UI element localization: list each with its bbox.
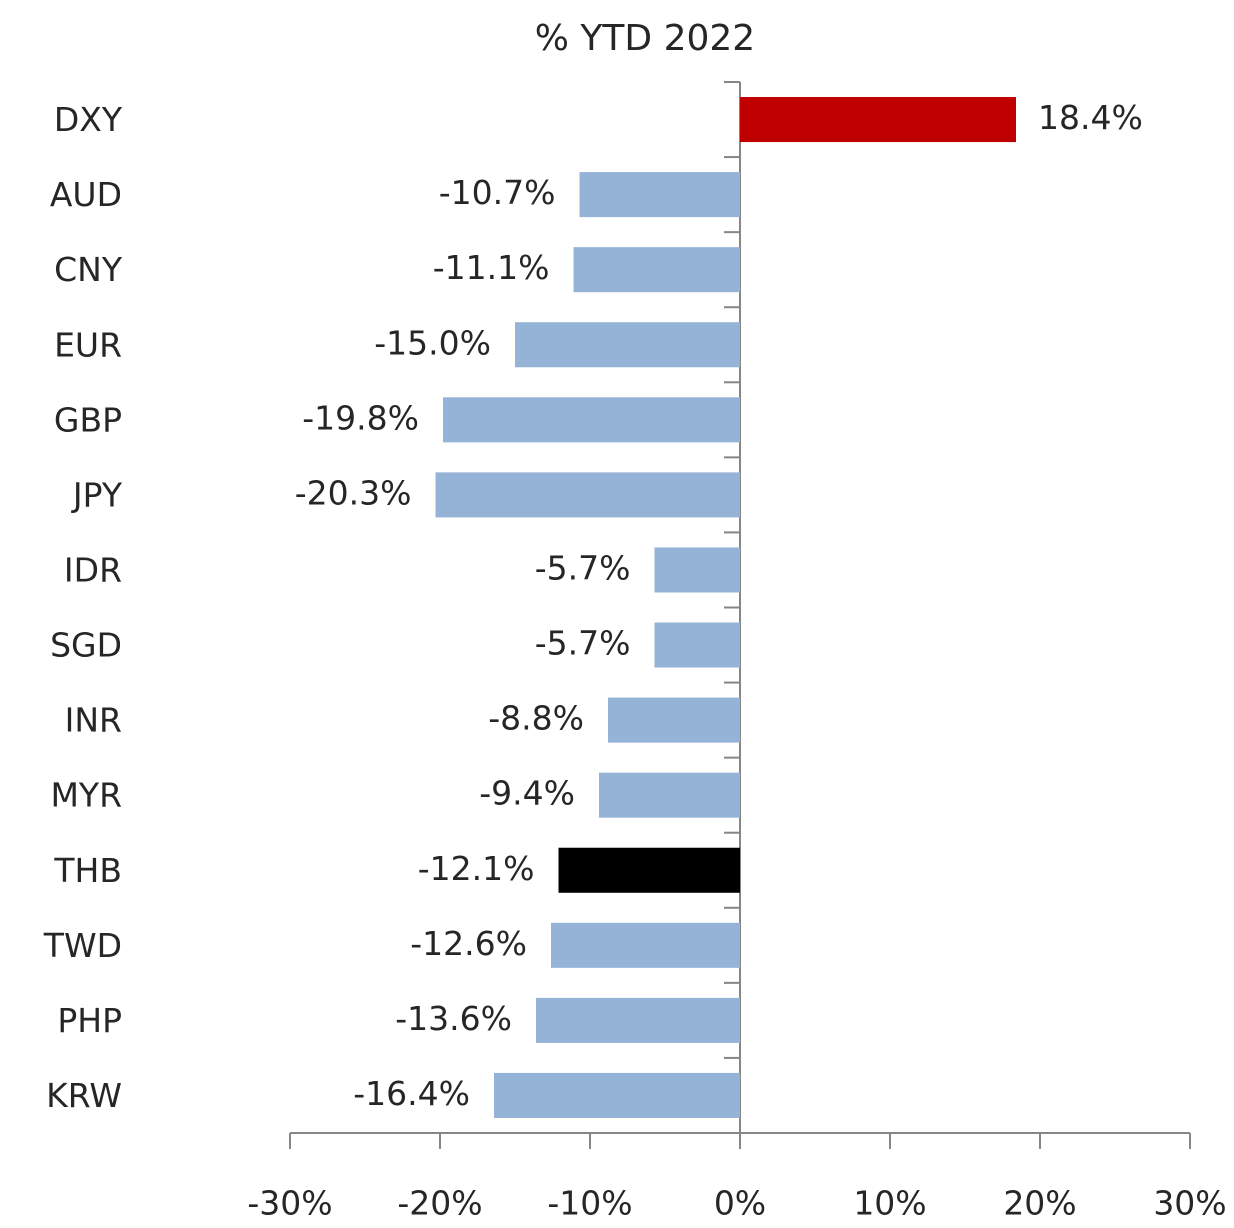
bar	[515, 322, 740, 368]
bar	[608, 697, 740, 743]
x-tick-label: -10%	[547, 1184, 632, 1223]
y-tick-label: DXY	[54, 100, 123, 139]
value-label: -5.7%	[535, 624, 631, 663]
value-label: -11.1%	[433, 248, 550, 287]
x-tick-label: 30%	[1153, 1184, 1226, 1223]
bar	[551, 922, 740, 968]
x-tick-label: -20%	[397, 1184, 482, 1223]
bar	[536, 997, 740, 1043]
value-label: -5.7%	[535, 548, 631, 587]
bar	[599, 772, 740, 818]
y-tick-label: MYR	[50, 776, 122, 815]
y-tick-label: AUD	[50, 175, 122, 214]
bar	[435, 472, 740, 518]
y-tick-label: THB	[53, 851, 122, 890]
x-tick-label: 10%	[853, 1184, 926, 1223]
bar	[654, 547, 740, 593]
y-tick-label: EUR	[54, 325, 122, 364]
bar	[740, 97, 1016, 143]
bar	[654, 622, 740, 668]
y-tick-label: CNY	[54, 250, 123, 289]
value-label: -19.8%	[302, 398, 419, 437]
value-label: -15.0%	[374, 323, 491, 362]
chart-title: % YTD 2022	[535, 18, 755, 59]
value-label: -13.6%	[395, 999, 512, 1038]
value-label: -20.3%	[295, 473, 412, 512]
y-tick-label: KRW	[46, 1076, 122, 1115]
y-tick-label: INR	[65, 701, 122, 740]
x-tick-label: 20%	[1003, 1184, 1076, 1223]
y-tick-label: SGD	[50, 626, 122, 665]
y-tick-label: IDR	[64, 550, 122, 589]
value-label: -16.4%	[353, 1074, 470, 1113]
bar	[579, 172, 740, 218]
value-label: -10.7%	[439, 173, 556, 212]
y-tick-label: JPY	[71, 475, 123, 514]
bar	[443, 397, 740, 443]
y-tick-label: TWD	[43, 926, 122, 965]
value-label: -12.6%	[410, 924, 527, 963]
y-tick-label: GBP	[54, 400, 122, 439]
value-label: -12.1%	[418, 849, 535, 888]
bar	[573, 247, 740, 293]
y-tick-label: PHP	[57, 1001, 122, 1040]
bar	[494, 1072, 740, 1118]
value-label: -8.8%	[488, 699, 584, 738]
value-label: -9.4%	[479, 774, 575, 813]
x-tick-label: 0%	[714, 1184, 766, 1223]
x-tick-label: -30%	[247, 1184, 332, 1223]
value-label: 18.4%	[1038, 98, 1143, 137]
bar	[558, 847, 740, 893]
